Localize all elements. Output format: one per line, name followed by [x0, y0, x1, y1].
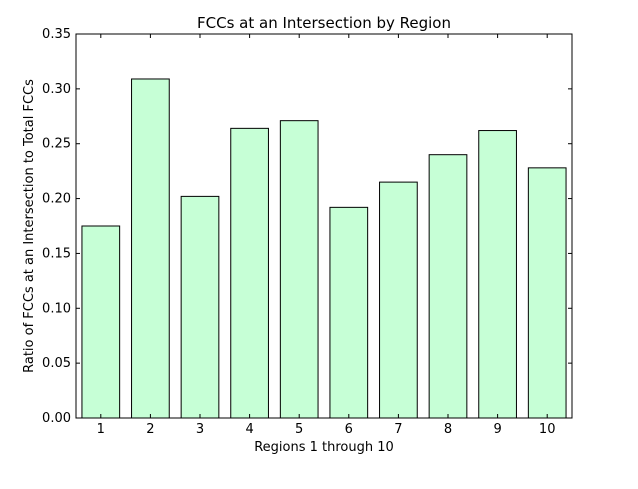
y-tick-label: 0.10 — [42, 301, 71, 316]
bar-region-8 — [428, 154, 468, 419]
bar-region-3 — [180, 195, 220, 419]
x-tick-label: 9 — [493, 422, 501, 437]
bar-region-7 — [379, 181, 418, 419]
y-tick-label: 0.25 — [42, 137, 71, 152]
y-tick-label: 0.15 — [42, 246, 71, 261]
plot-area-frame — [75, 33, 573, 419]
x-tick-label: 3 — [196, 422, 204, 437]
bar-region-4 — [230, 127, 269, 419]
y-tick-label: 0.35 — [42, 27, 71, 42]
bar-region-1 — [81, 225, 121, 419]
y-tick-label: 0.05 — [42, 356, 71, 371]
bars-layer — [81, 78, 567, 419]
bar-region-6 — [329, 206, 369, 419]
x-tick-label: 4 — [245, 422, 253, 437]
y-tick-label: 0.00 — [42, 411, 71, 426]
x-tick-label: 5 — [295, 422, 303, 437]
x-tick-label: 1 — [97, 422, 105, 437]
bar-region-9 — [478, 130, 517, 419]
x-tick-label: 8 — [444, 422, 452, 437]
y-axis-label: Ratio of FCCs at an Intersection to Tota… — [22, 79, 37, 373]
y-tick-label: 0.20 — [42, 192, 71, 207]
bar-region-2 — [131, 78, 170, 419]
x-tick-label: 2 — [146, 422, 154, 437]
x-tick-label: 6 — [345, 422, 353, 437]
y-tick-label: 0.30 — [42, 82, 71, 97]
x-tick-label: 10 — [539, 422, 556, 437]
bar-region-10 — [527, 167, 567, 419]
x-axis-label: Regions 1 through 10 — [254, 440, 394, 455]
x-tick-label: 7 — [394, 422, 402, 437]
ticks-layer: 1 2 3 4 5 6 7 8 9 10 0.00 0.05 0.10 0.15 0.20 0.25 0.30 0… — [42, 27, 572, 437]
chart-title: FCCs at an Intersection by Region — [197, 14, 451, 32]
bar-region-5 — [279, 120, 319, 419]
